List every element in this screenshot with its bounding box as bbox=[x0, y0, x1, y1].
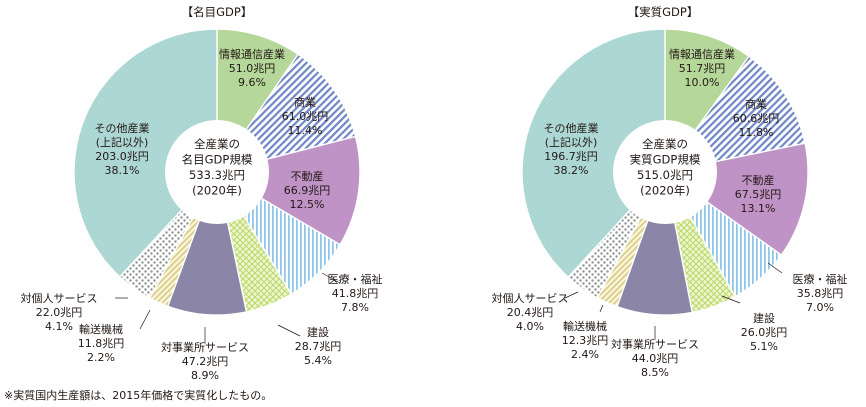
slice-label-construction: 建設 26.0兆円 5.1% bbox=[741, 311, 788, 353]
slice-label-info: 情報通信産業 51.7兆円 10.0% bbox=[669, 48, 735, 89]
leader-line-medical bbox=[767, 262, 783, 274]
slice-label-other: その他産業(上記以外) 203.0兆円 38.1% bbox=[95, 122, 150, 177]
slice-label-realestate: 不動産 66.9兆円 12.5% bbox=[284, 169, 331, 211]
slice-label-realestate: 不動産 67.5兆円 13.1% bbox=[735, 173, 782, 215]
center-total-label: 全産業の名目GDP規模 533.3兆円(2020年) bbox=[182, 137, 253, 198]
slice-label-transport: 輸送機械 12.3兆円 2.4% bbox=[562, 319, 609, 361]
footnote: ※実質国内生産額は、2015年価格で実質化したもの。 bbox=[4, 388, 272, 402]
pie-slice-other bbox=[521, 28, 666, 279]
leader-line-transport bbox=[599, 304, 604, 313]
slice-label-personal: 対個人サービス 22.0兆円 4.1% bbox=[21, 291, 98, 333]
center-circle bbox=[613, 120, 717, 224]
slice-label-other: その他産業(上記以外) 196.7兆円 38.2% bbox=[544, 122, 599, 177]
slice-label-business: 対事業所サービス 44.0兆円 8.5% bbox=[611, 337, 699, 379]
pie-slice-other bbox=[73, 28, 218, 278]
slice-label-personal: 対個人サービス 20.4兆円 4.0% bbox=[492, 291, 569, 333]
chart-title: 【名目GDP】 bbox=[182, 5, 253, 19]
slice-label-medical: 医療・福祉 41.8兆円 7.8% bbox=[328, 272, 383, 314]
leader-line-medical bbox=[321, 272, 341, 284]
slice-label-transport: 輸送機械 11.8兆円 2.2% bbox=[78, 322, 125, 364]
slice-label-commerce: 商業 60.6兆円 11.8% bbox=[733, 97, 780, 139]
leader-line-construction bbox=[721, 295, 741, 304]
leader-line-construction bbox=[277, 324, 301, 337]
nominal-gdp-pie: 全産業の名目GDP規模 533.3兆円(2020年) 【名目GDP】情報通信産業 51… bbox=[21, 5, 383, 382]
slice-label-construction: 建設 28.7兆円 5.4% bbox=[295, 325, 342, 367]
real-gdp-pie: 全産業の実質GDP規模 515.0兆円(2020年) 【実質GDP】情報通信産業 51… bbox=[492, 5, 848, 379]
pie-slice-business bbox=[166, 169, 248, 316]
center-circle bbox=[165, 120, 269, 224]
leader-line-transport bbox=[139, 309, 151, 330]
leader-line-personal bbox=[564, 291, 579, 299]
center-total-label: 全産業の実質GDP規模 515.0兆円(2020年) bbox=[630, 137, 701, 198]
chart-title: 【実質GDP】 bbox=[628, 5, 699, 19]
slice-label-info: 情報通信産業 51.0兆円 9.6% bbox=[219, 48, 285, 89]
slice-label-commerce: 商業 61.0兆円 11.4% bbox=[282, 95, 329, 137]
slice-label-medical: 医療・福祉 35.8兆円 7.0% bbox=[793, 272, 848, 314]
slice-label-business: 対事業所サービス 47.2兆円 8.9% bbox=[161, 340, 249, 382]
